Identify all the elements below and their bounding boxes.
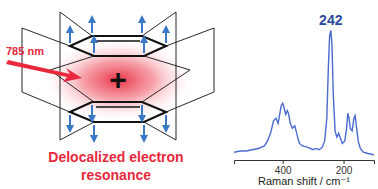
double-bond	[96, 106, 140, 108]
double-bond	[96, 40, 140, 42]
vibration-arrow	[141, 105, 143, 119]
bridge	[176, 12, 177, 140]
bridge	[214, 28, 215, 92]
bridge	[50, 56, 94, 70]
vibration-arrow	[69, 29, 71, 43]
tick: 200	[336, 160, 353, 176]
x-axis-title: Raman shift / cm⁻¹	[258, 175, 350, 187]
spectrum-line	[234, 30, 374, 154]
vibration-arrow	[93, 39, 95, 53]
x-axis: 400 200	[235, 160, 375, 176]
benzene-ring	[70, 36, 166, 56]
plot-area	[234, 30, 374, 154]
charge: +	[109, 63, 127, 96]
caption: resonance	[81, 167, 151, 183]
bridge	[22, 28, 23, 92]
laser-label: 785 nm	[6, 45, 44, 57]
bridge	[142, 70, 190, 102]
bridge	[22, 92, 70, 112]
vibration-arrow	[69, 115, 71, 129]
tick-mark	[344, 160, 345, 164]
vibration-arrow	[91, 105, 93, 119]
tick-mark	[283, 160, 284, 164]
bridge	[142, 12, 176, 36]
caption: Delocalized electron	[48, 149, 183, 165]
vibration-arrow	[165, 29, 167, 43]
molecule	[22, 12, 214, 140]
bridge	[22, 28, 70, 46]
vibration-arrow	[141, 19, 143, 33]
bridge	[166, 92, 214, 112]
vibration-arrow	[93, 125, 95, 139]
benzene-ring	[70, 102, 166, 122]
bridge	[144, 122, 176, 140]
laser-arrow	[6, 60, 82, 82]
vibration-arrow	[91, 19, 93, 33]
bridge	[60, 12, 61, 140]
canvas: +785 nm Delocalized electron resonance 400 2…	[0, 0, 378, 189]
bridge	[60, 12, 92, 36]
bridge	[144, 56, 190, 70]
peak-label: 242	[319, 12, 343, 28]
vibration-arrow	[165, 115, 167, 129]
axis-line	[235, 161, 375, 165]
bridge	[60, 122, 94, 140]
vibration-arrow	[143, 39, 145, 53]
tick: 400	[275, 160, 292, 176]
vibration-arrow	[143, 125, 145, 139]
bridge	[166, 28, 214, 46]
